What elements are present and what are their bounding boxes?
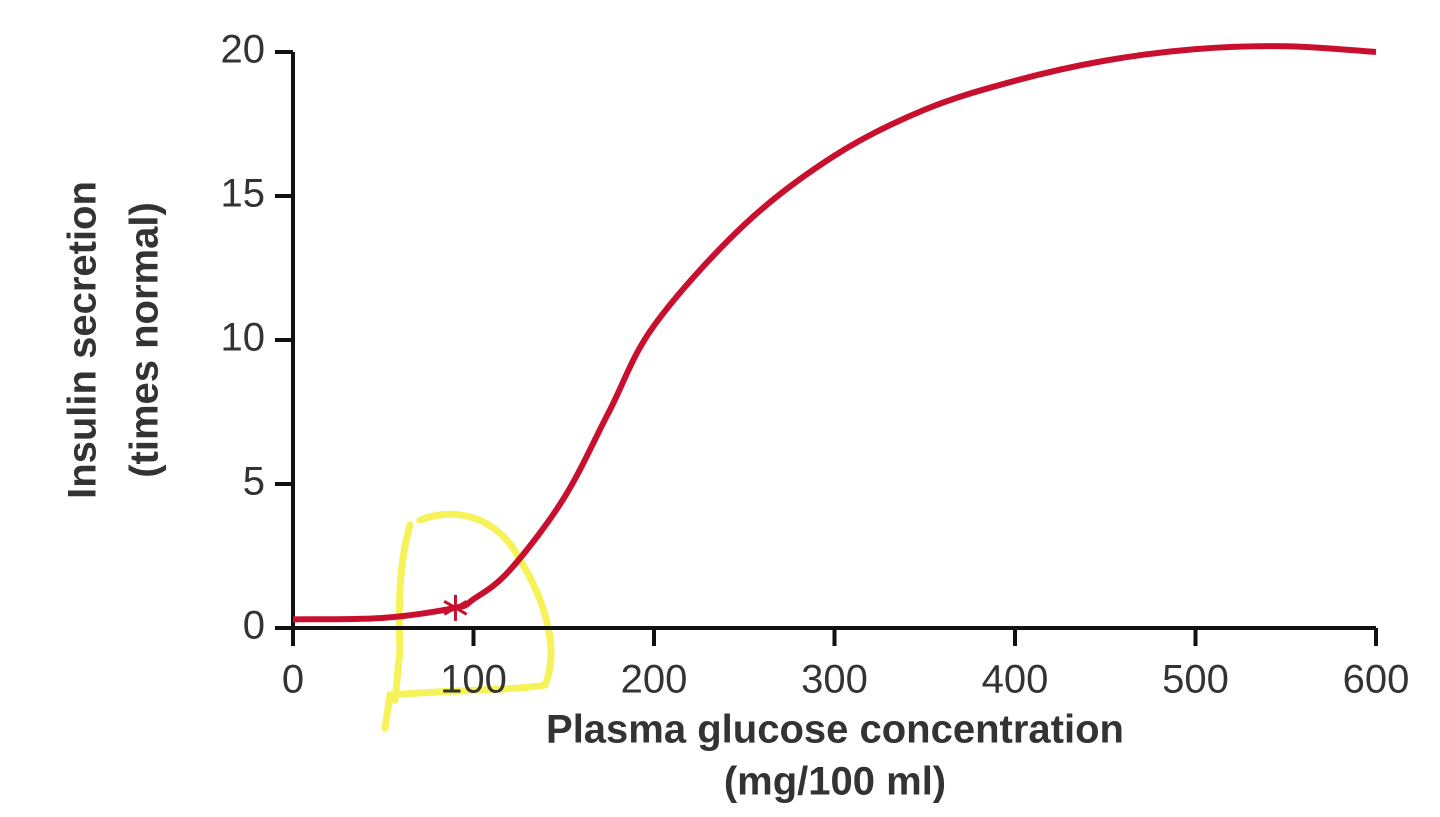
highlight-annotation	[381, 510, 555, 732]
y-tick-label: 0	[243, 604, 265, 648]
x-axis-label: Plasma glucose concentration	[546, 708, 1124, 752]
y-tick-label: 20	[221, 28, 266, 72]
marker-star	[443, 594, 468, 621]
x-tick-label: 200	[621, 658, 688, 702]
x-tick-label: 600	[1343, 658, 1410, 702]
x-tick-label: 300	[801, 658, 868, 702]
y-axis-label: (times normal)	[123, 202, 167, 478]
y-axis-label: Insulin secretion	[61, 181, 105, 499]
y-tick-label: 15	[221, 172, 266, 216]
x-tick-label: 400	[982, 658, 1049, 702]
line-series	[292, 43, 1377, 623]
x-tick-label: 500	[1162, 658, 1229, 702]
x-tick-label: 100	[440, 658, 507, 702]
y-tick-label: 10	[221, 316, 266, 360]
y-tick-label: 5	[243, 460, 265, 504]
x-axis-label: (mg/100 ml)	[724, 760, 946, 804]
x-tick-label: 0	[282, 658, 304, 702]
